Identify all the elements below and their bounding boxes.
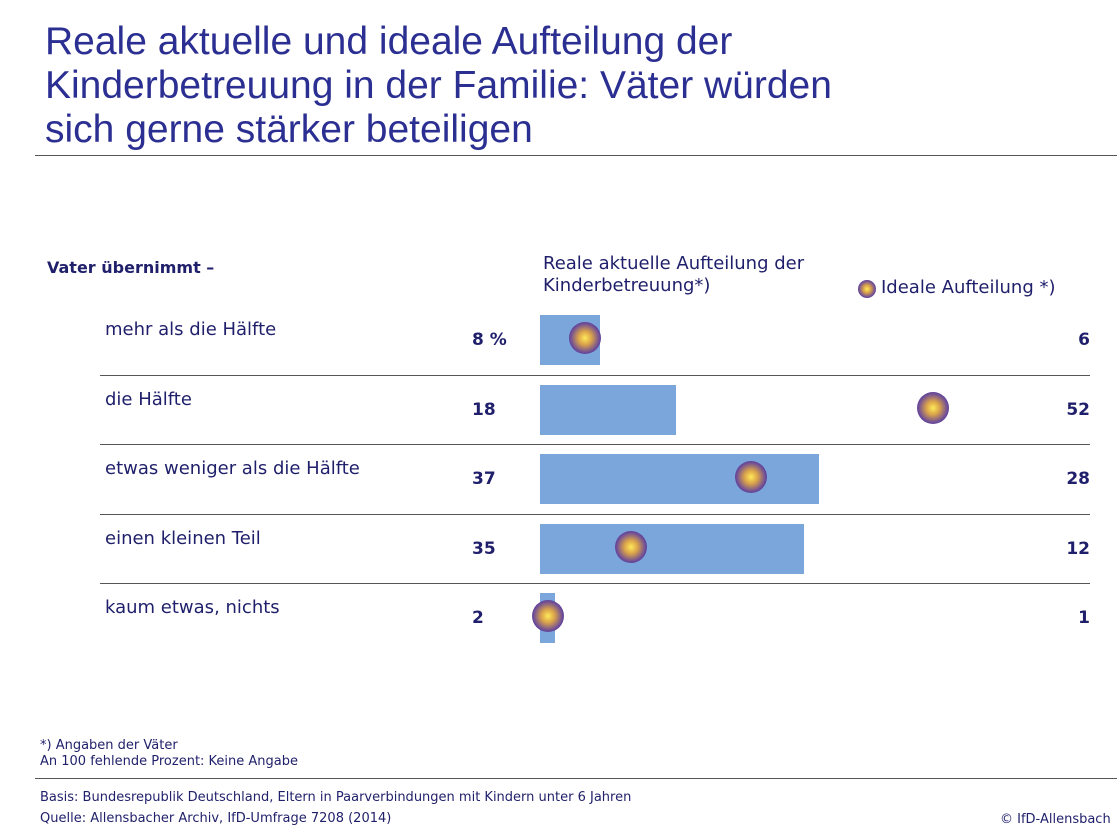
dot xyxy=(569,322,602,354)
bar-value: 8 % xyxy=(472,330,507,350)
dot-value: 1 xyxy=(1078,608,1090,628)
dot-value: 28 xyxy=(1066,469,1090,489)
row-rule xyxy=(100,374,1090,376)
note: An 100 fehlende Prozent: Keine Angabe xyxy=(40,754,299,769)
footer-rule xyxy=(35,778,1117,779)
title-line: Kinderbetreuung in der Familie: Väter wü… xyxy=(45,64,832,107)
legend-dot-label: Ideale Aufteilung *) xyxy=(881,277,1056,298)
dot xyxy=(531,600,564,632)
bar-value: 2 xyxy=(472,608,484,628)
category-label: die Hälfte xyxy=(105,388,192,410)
source: Quelle: Allensbacher Archiv, IfD-Umfrage… xyxy=(40,811,392,826)
row-rule xyxy=(100,583,1090,584)
bar-value: 37 xyxy=(472,469,496,489)
row-rule xyxy=(100,513,1090,515)
bar xyxy=(540,523,805,574)
dot xyxy=(614,530,647,563)
dot-value: 52 xyxy=(1066,399,1090,420)
bar xyxy=(540,384,676,435)
category-label: etwas weniger als die Hälfte xyxy=(105,458,360,479)
dot-value: 6 xyxy=(1078,330,1090,350)
copyright: © IfD-Allensbach xyxy=(1000,812,1111,827)
dot xyxy=(916,391,949,424)
legend-dot xyxy=(858,280,876,298)
bar xyxy=(540,454,820,504)
title-line: sich gerne stärker beteiligen xyxy=(45,108,533,151)
note: *) Angaben der Väter xyxy=(40,738,178,753)
row-rule xyxy=(100,444,1090,445)
bar-value: 35 xyxy=(472,538,496,559)
row-header: Vater übernimmt – xyxy=(47,258,215,277)
bar-value: 18 xyxy=(472,399,496,420)
category-label: einen kleinen Teil xyxy=(105,527,261,549)
dot xyxy=(735,461,768,493)
legend-bar: Reale aktuelle Aufteilung der Kinderbetr… xyxy=(543,253,805,296)
title-line: Reale aktuelle und ideale Aufteilung der xyxy=(45,20,733,63)
dot-value: 12 xyxy=(1066,538,1090,559)
category-label: kaum etwas, nichts xyxy=(105,597,280,618)
category-label: mehr als die Hälfte xyxy=(105,319,277,340)
source: Basis: Bundesrepublik Deutschland, Elter… xyxy=(40,790,632,805)
title-rule xyxy=(35,155,1117,156)
